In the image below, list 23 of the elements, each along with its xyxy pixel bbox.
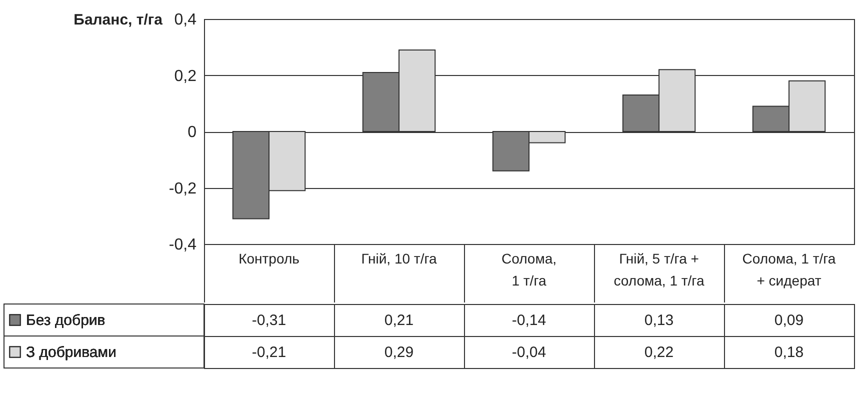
data-label: -0,14	[512, 312, 546, 329]
x-tick-label: Контроль	[238, 250, 300, 266]
legend-label: Без добрив	[26, 312, 106, 329]
data-label: 0,09	[774, 312, 804, 329]
y-tick-label: 0,2	[174, 68, 197, 85]
data-label: 0,22	[644, 344, 674, 361]
data-label: 0,21	[384, 312, 414, 329]
y-tick-label: -0,4	[168, 236, 197, 254]
y-axis-title: Баланс, т/га	[74, 12, 164, 28]
x-tick-label: Гній, 10 т/га	[361, 250, 437, 266]
legend-label: З добривами	[26, 344, 116, 361]
y-tick-label: 0,4	[174, 12, 197, 28]
y-tick-label: -0,2	[168, 180, 197, 198]
y-tick-label: 0	[188, 124, 197, 141]
data-label: 0,18	[774, 344, 804, 361]
data-label: 0,29	[384, 344, 414, 361]
data-label: -0,21	[252, 344, 286, 361]
data-label: -0,04	[512, 344, 546, 361]
x-tick-label: Солома, 1 т/га + сидерат	[742, 250, 836, 288]
x-tick-label: Солома, 1 т/га	[501, 250, 557, 288]
data-label: 0,13	[644, 312, 674, 329]
data-label: -0,31	[252, 312, 286, 329]
x-tick-label: Гній, 5 т/га + солома, 1 т/га	[614, 250, 704, 288]
